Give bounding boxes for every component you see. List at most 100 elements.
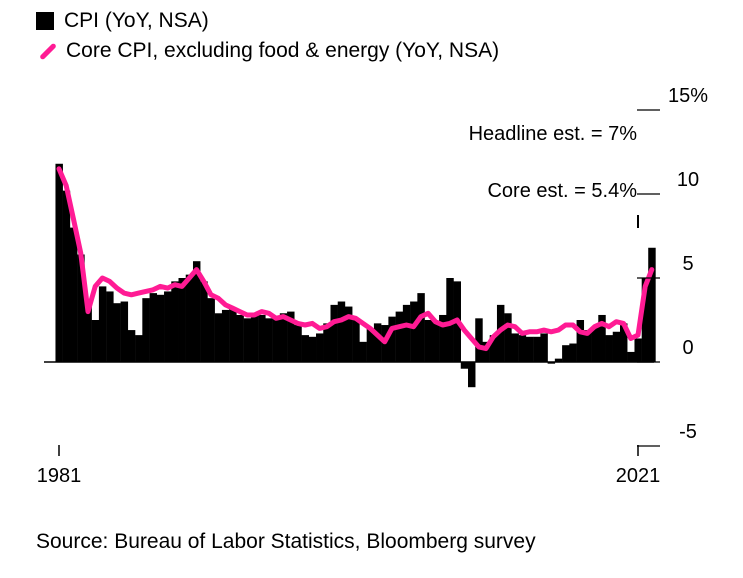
cpi-bar (482, 341, 490, 362)
y-tick-label: 0 (682, 337, 693, 359)
legend-swatch-cpi (36, 12, 54, 30)
cpi-bar (106, 291, 114, 362)
cpi-bar (91, 320, 100, 362)
cpi-bar (127, 330, 136, 362)
cpi-bar (489, 335, 498, 362)
legend-label-core-cpi: Core CPI, excluding food & energy (YoY, … (66, 39, 500, 62)
cpi-bar (178, 278, 186, 362)
cpi-bar (634, 338, 642, 362)
cpi-bar (504, 313, 512, 362)
cpi-bar (185, 274, 194, 362)
cpi-bar (619, 323, 628, 362)
cpi-bar (402, 304, 411, 362)
cpi-bar (352, 318, 360, 362)
cpi-bars (55, 163, 656, 388)
cpi-bar (598, 314, 606, 362)
cpi-bar (460, 362, 469, 369)
cpi-bar (221, 309, 230, 362)
cpi-bar (229, 308, 237, 362)
cpi-bar (518, 335, 527, 362)
legend-item-cpi: CPI (YoY, NSA) (36, 6, 499, 36)
cpi-bar (164, 291, 172, 362)
y-tick-label: 5 (682, 253, 693, 275)
cpi-bar (612, 331, 621, 362)
cpi-bar (533, 336, 541, 362)
cpi-bar (337, 301, 346, 362)
legend-item-core-cpi: Core CPI, excluding food & energy (YoY, … (36, 36, 499, 66)
cpi-bar (439, 314, 447, 362)
cpi-bar (192, 261, 201, 362)
cpi-bar (214, 313, 223, 362)
cpi-bar (388, 316, 396, 362)
cpi-bar (648, 247, 656, 362)
cpi-bar (316, 333, 324, 362)
annotation-label: Headline est. = 7% (469, 123, 638, 145)
cpi-bar (562, 345, 570, 362)
cpi-bar (330, 304, 338, 362)
cpi-bar (525, 336, 534, 362)
cpi-bar (496, 304, 505, 362)
annotation-label: Core est. = 5.4% (487, 180, 637, 202)
cpi-bar (98, 286, 107, 362)
cpi-bar (113, 303, 121, 362)
cpi-bar (583, 330, 592, 362)
cpi-bar (511, 333, 519, 362)
cpi-bar (627, 351, 635, 362)
x-tick-label: 1981 (37, 465, 82, 487)
core-cpi-line (56, 166, 655, 352)
cpi-bar (344, 306, 353, 362)
cpi-bar (366, 328, 375, 362)
cpi-bar (171, 281, 179, 362)
cpi-bar (417, 293, 425, 362)
x-tick-label: 2021 (616, 465, 661, 487)
cpi-bar (236, 314, 244, 362)
cpi-bar (424, 320, 433, 362)
cpi-bar (468, 362, 476, 388)
cpi-bar (605, 335, 613, 362)
y-axis: 15% 10 5 0 -5 (637, 85, 708, 447)
cpi-bar (77, 254, 85, 362)
cpi-bar (69, 227, 78, 362)
cpi-bar (641, 278, 650, 362)
legend-label-cpi: CPI (YoY, NSA) (64, 9, 209, 32)
cpi-bar (135, 335, 143, 362)
cpi-bar (142, 298, 150, 362)
cpi-bar (200, 281, 208, 362)
cpi-bar (373, 323, 382, 362)
cpi-bar (431, 321, 440, 362)
cpi-bar (279, 313, 288, 362)
cpi-bar (323, 323, 331, 362)
cpi-bar (258, 314, 266, 362)
cpi-bar (569, 343, 577, 362)
source-note: Source: Bureau of Labor Statistics, Bloo… (36, 530, 536, 553)
y-tick-label: 15% (668, 85, 708, 107)
cpi-bar (547, 362, 556, 364)
cpi-bar (540, 333, 548, 362)
cpi-bar (120, 301, 129, 362)
cpi-bar (591, 326, 599, 362)
cpi-bar (62, 190, 71, 362)
cpi-bar (149, 293, 158, 362)
cpi-bar (410, 301, 418, 362)
cpi-bar (84, 303, 92, 362)
cpi-bar (265, 318, 273, 362)
cpi-bar (243, 318, 252, 362)
cpi-bar (308, 336, 317, 362)
cpi-bar (156, 294, 165, 362)
cpi-bar (250, 313, 259, 362)
cpi-bar (395, 311, 404, 362)
x-axis: 1981 2021 (37, 445, 661, 487)
cpi-bar (576, 320, 585, 362)
cpi-bar (294, 325, 302, 362)
y-tick-label: -5 (679, 421, 697, 443)
cpi-bar (554, 358, 563, 362)
cpi-bar (55, 163, 63, 362)
cpi-bar (287, 311, 295, 362)
cpi-bar (272, 316, 281, 362)
cpi-bar (475, 318, 483, 362)
legend: CPI (YoY, NSA) Core CPI, excluding food … (36, 6, 499, 66)
cpi-bar (446, 278, 454, 362)
cpi-bar (359, 341, 367, 362)
